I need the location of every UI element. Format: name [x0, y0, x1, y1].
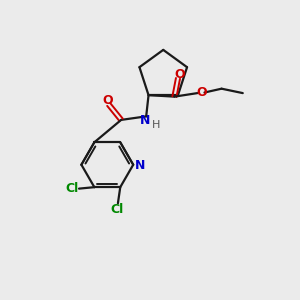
Text: Cl: Cl	[111, 203, 124, 216]
Text: O: O	[196, 86, 207, 99]
Text: O: O	[174, 68, 185, 81]
Text: N: N	[134, 159, 145, 172]
Text: O: O	[102, 94, 112, 107]
Text: N: N	[140, 114, 151, 127]
Text: Cl: Cl	[65, 182, 78, 195]
Text: H: H	[152, 120, 161, 130]
